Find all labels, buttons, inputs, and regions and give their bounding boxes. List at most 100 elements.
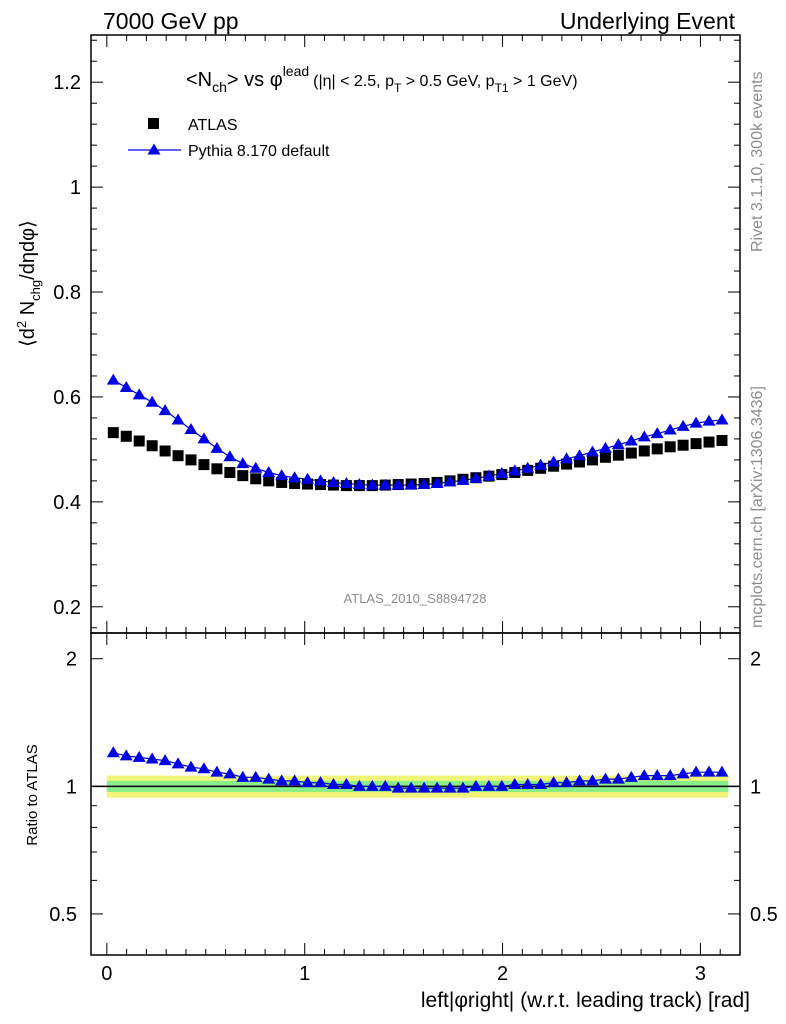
ratio-pythia-marker: [611, 772, 625, 784]
mcplots-ref: mcplots.cern.ch [arXiv:1306.3436]: [749, 386, 766, 628]
main-y-tick-label: 0.2: [53, 597, 81, 619]
pythia-marker: [158, 404, 172, 416]
atlas-marker: [651, 443, 663, 455]
pythia-marker: [145, 395, 159, 407]
legend-pythia-label: Pythia 8.170 default: [188, 143, 330, 160]
pythia-marker: [482, 469, 496, 481]
pythia-marker: [404, 478, 418, 490]
pythia-marker: [560, 452, 574, 464]
ratio-pythia-marker: [326, 777, 340, 789]
ratio-y-tick-label-right: 0.5: [750, 904, 778, 926]
ratio-pythia-marker: [547, 776, 561, 788]
x-tick-label: 2: [497, 963, 508, 985]
ratio-y-tick-label-left: 2: [66, 649, 77, 671]
main-y-tick-label: 1: [70, 177, 81, 199]
atlas-marker: [276, 476, 288, 488]
data-markers: [106, 373, 729, 793]
pythia-marker: [573, 449, 587, 461]
pythia-marker: [184, 422, 198, 434]
ratio-pythia-marker: [301, 776, 315, 788]
ratio-pythia-marker: [236, 770, 250, 782]
atlas-marker: [159, 445, 171, 457]
ratio-pythia-marker: [314, 776, 328, 788]
ratio-pythia-marker: [650, 769, 664, 781]
atlas-marker: [664, 441, 676, 453]
header-left: 7000 GeV pp: [103, 8, 239, 34]
ratio-pythia-marker: [365, 779, 379, 791]
header-right: Underlying Event: [560, 8, 736, 34]
ratio-pythia-marker: [702, 765, 716, 777]
legend-atlas-label: ATLAS: [188, 117, 238, 134]
ratio-uncertainty-bands: [91, 775, 740, 798]
ratio-pythia-marker: [560, 776, 574, 788]
atlas-marker: [638, 445, 650, 457]
pythia-marker: [598, 441, 612, 453]
atlas-marker: [133, 435, 145, 447]
ratio-pythia-marker: [378, 779, 392, 791]
pythia-marker: [650, 427, 664, 439]
ratio-pythia-marker: [404, 781, 418, 793]
pythia-marker: [430, 477, 444, 488]
pythia-marker: [715, 413, 729, 425]
main-y-axis-label: ⟨d2 Nchg/dηdφ⟩: [14, 220, 43, 347]
ratio-pythia-marker: [663, 769, 677, 781]
pythia-marker: [314, 474, 328, 486]
ratio-pythia-marker: [106, 746, 120, 758]
main-y-tick-label: 0.4: [53, 492, 81, 514]
ratio-pythia-marker: [495, 779, 509, 791]
ratio-pythia-marker: [637, 769, 651, 781]
atlas-marker: [703, 436, 715, 448]
pythia-marker: [365, 478, 379, 490]
atlas-marker: [716, 434, 728, 446]
ratio-pythia-marker: [210, 765, 224, 777]
ratio-pythia-marker: [598, 772, 612, 784]
pythia-marker: [469, 471, 483, 483]
ratio-pythia-marker: [585, 774, 599, 786]
pythia-marker: [547, 455, 561, 467]
ratio-pythia-marker: [184, 760, 198, 772]
ratio-y-tick-label-left: 1: [66, 776, 77, 798]
atlas-marker: [677, 439, 689, 451]
ratio-pythia-marker: [508, 777, 522, 789]
pythia-marker: [443, 475, 457, 487]
axes-ticks: 0 1 2 3 0.2 0.4 0.6 0.8 1 1.2 0.5 0.5 1 1 2 2: [49, 35, 778, 985]
pythia-marker: [637, 430, 651, 442]
pythia-marker: [663, 423, 677, 435]
pythia-marker: [262, 465, 276, 477]
ratio-pythia-marker: [521, 777, 535, 789]
rivet-info: Rivet 3.1.10, 300k events: [749, 71, 766, 252]
pythia-marker: [456, 473, 470, 485]
ratio-pythia-marker: [132, 750, 146, 762]
x-axis-label: left|φright| (w.r.t. leading track) [rad…: [421, 989, 750, 1012]
ratio-pythia-marker: [482, 779, 496, 791]
ratio-pythia-marker: [430, 781, 444, 793]
legend: ATLAS Pythia 8.170 default: [128, 117, 330, 160]
pythia-marker: [119, 381, 133, 393]
main-y-tick-label: 0.6: [53, 387, 81, 409]
plot-title: <Nch> vs φlead(|η| < 2.5, pT > 0.5 GeV, …: [186, 63, 578, 95]
atlas-marker: [625, 447, 637, 459]
atlas-marker: [612, 449, 624, 461]
pythia-marker: [288, 471, 302, 483]
pythia-marker: [236, 457, 250, 469]
pythia-marker: [534, 458, 548, 470]
pythia-marker: [417, 478, 431, 490]
atlas-marker: [586, 454, 598, 466]
atlas-marker: [185, 454, 197, 466]
pythia-marker: [702, 414, 716, 426]
ratio-pythia-marker: [676, 767, 690, 779]
x-tick-label: 1: [299, 963, 310, 985]
pythia-marker: [197, 432, 211, 444]
pythia-marker: [378, 478, 392, 490]
atlas-marker: [146, 440, 158, 452]
atlas-marker: [561, 458, 573, 470]
ratio-pythia-marker: [275, 774, 289, 786]
ratio-pythia-marker: [288, 774, 302, 786]
x-tick-label: 0: [101, 963, 112, 985]
pythia-marker: [326, 475, 340, 487]
atlas-marker: [302, 478, 314, 490]
ratio-pythia-marker: [262, 772, 276, 784]
atlas-marker: [599, 451, 611, 463]
ratio-pythia-marker: [171, 757, 185, 769]
ratio-pythia-marker: [223, 767, 237, 779]
